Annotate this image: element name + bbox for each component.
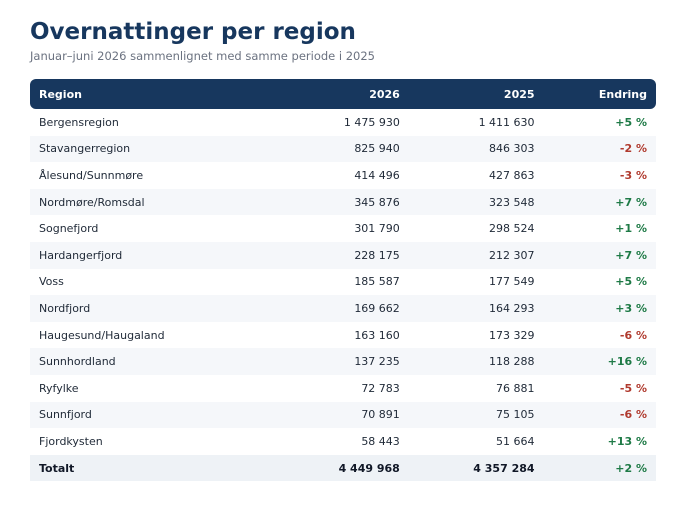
table-row: Ryfylke 72 783 76 881 -5 %: [30, 375, 656, 402]
change-cell: +1 %: [615, 222, 647, 236]
change-cell: -3 %: [619, 168, 647, 182]
change-cell: +16 %: [543, 348, 656, 375]
region-cell: Voss: [39, 275, 64, 289]
value-2025-cell: 173 329: [489, 328, 535, 342]
page: Overnattinger per region Januar–juni 202…: [30, 19, 656, 482]
change-cell: -5 %: [619, 381, 647, 395]
total-2025-cell: 4 357 284: [408, 454, 544, 482]
region-cell: Bergensregion: [39, 115, 119, 129]
value-2026-cell: 228 175: [274, 241, 409, 269]
region-cell: Sunnfjord: [30, 401, 275, 429]
table-row: Nordmøre/Romsdal 345 876 323 548 +7 %: [30, 188, 656, 216]
table-row: Sunnhordland 137 235 118 288 +16 %: [30, 348, 656, 375]
value-2026-cell: 1 475 930: [343, 115, 400, 129]
value-2026-cell: 825 940: [274, 135, 409, 163]
value-2026-cell: 414 496: [354, 168, 400, 182]
total-2026-cell: 4 449 968: [274, 454, 409, 482]
region-cell: Nordmøre/Romsdal: [30, 188, 275, 216]
region-cell: Sognefjord: [39, 222, 99, 236]
region-cell: Ålesund/Sunnmøre: [39, 168, 144, 182]
value-2025-cell: 76 881: [496, 381, 535, 395]
table-row: Nordfjord 169 662 164 293 +3 %: [30, 295, 656, 322]
table-body: Bergensregion 1 475 930 1 411 630 +5 % Stava…: [30, 109, 656, 482]
table-row: Stavangerregion 825 940 846 303 -2 %: [30, 135, 656, 163]
column-header-region: Region: [30, 79, 275, 109]
value-2025-cell: 51 664: [496, 434, 535, 448]
value-2025-cell: 164 293: [408, 295, 544, 322]
value-2025-cell: 212 307: [408, 241, 544, 269]
table-row: Ålesund/Sunnmøre 414 496 427 863 -3 %: [30, 162, 656, 189]
value-2025-cell: 1 411 630: [478, 115, 535, 129]
table-row: Haugesund/Haugaland 163 160 173 329 -6 %: [30, 322, 656, 349]
change-cell: -6 %: [543, 401, 656, 429]
value-2026-cell: 345 876: [274, 188, 409, 216]
change-cell: +7 %: [543, 241, 656, 269]
value-2026-cell: 137 235: [274, 348, 409, 375]
value-2025-cell: 846 303: [408, 135, 544, 163]
value-2026-cell: 70 891: [274, 401, 409, 429]
table-row: Hardangerfjord 228 175 212 307 +7 %: [30, 241, 656, 269]
value-2025-cell: 298 524: [489, 222, 535, 236]
value-2026-cell: 185 587: [354, 275, 400, 289]
column-header-2025: 2025: [408, 79, 544, 109]
change-cell: +5 %: [615, 115, 647, 129]
table-row: Voss 185 587 177 549 +5 %: [30, 269, 656, 296]
change-cell: +5 %: [615, 275, 647, 289]
value-2026-cell: 72 783: [361, 381, 400, 395]
overnight-stays-table: Region 2026 2025 Endring Bergensregion 1 …: [30, 79, 656, 482]
region-cell: Fjordkysten: [39, 434, 103, 448]
change-cell: +13 %: [607, 434, 647, 448]
table-row: Bergensregion 1 475 930 1 411 630 +5 %: [30, 109, 656, 136]
total-region-cell: Totalt: [30, 454, 275, 482]
region-cell: Nordfjord: [30, 295, 275, 322]
table-row: Sognefjord 301 790 298 524 +1 %: [30, 215, 656, 242]
change-cell: -2 %: [543, 135, 656, 163]
table-row: Fjordkysten 58 443 51 664 +13 %: [30, 428, 656, 455]
value-2025-cell: 75 105: [408, 401, 544, 429]
table-header-row: Region 2026 2025 Endring: [30, 79, 656, 109]
value-2026-cell: 58 443: [361, 434, 400, 448]
column-header-2026: 2026: [274, 79, 409, 109]
value-2026-cell: 163 160: [354, 328, 400, 342]
region-cell: Hardangerfjord: [30, 241, 275, 269]
page-subtitle: Januar–juni 2026 sammenlignet med samme …: [30, 49, 375, 63]
value-2026-cell: 169 662: [274, 295, 409, 322]
column-header-change: Endring: [543, 79, 656, 109]
region-cell: Sunnhordland: [30, 348, 275, 375]
region-cell: Ryfylke: [39, 381, 79, 395]
region-cell: Stavangerregion: [30, 135, 275, 163]
value-2025-cell: 323 548: [408, 188, 544, 216]
value-2026-cell: 301 790: [354, 222, 400, 236]
table-row: Sunnfjord 70 891 75 105 -6 %: [30, 401, 656, 429]
change-cell: +3 %: [543, 295, 656, 322]
region-cell: Haugesund/Haugaland: [39, 328, 165, 342]
value-2025-cell: 427 863: [489, 168, 535, 182]
change-cell: -6 %: [619, 328, 647, 342]
total-change-cell: +2 %: [543, 454, 656, 482]
change-cell: +7 %: [543, 188, 656, 216]
value-2025-cell: 118 288: [408, 348, 544, 375]
value-2025-cell: 177 549: [489, 275, 535, 289]
page-title: Overnattinger per region: [30, 19, 356, 45]
total-row: Totalt 4 449 968 4 357 284 +2 %: [30, 454, 656, 482]
